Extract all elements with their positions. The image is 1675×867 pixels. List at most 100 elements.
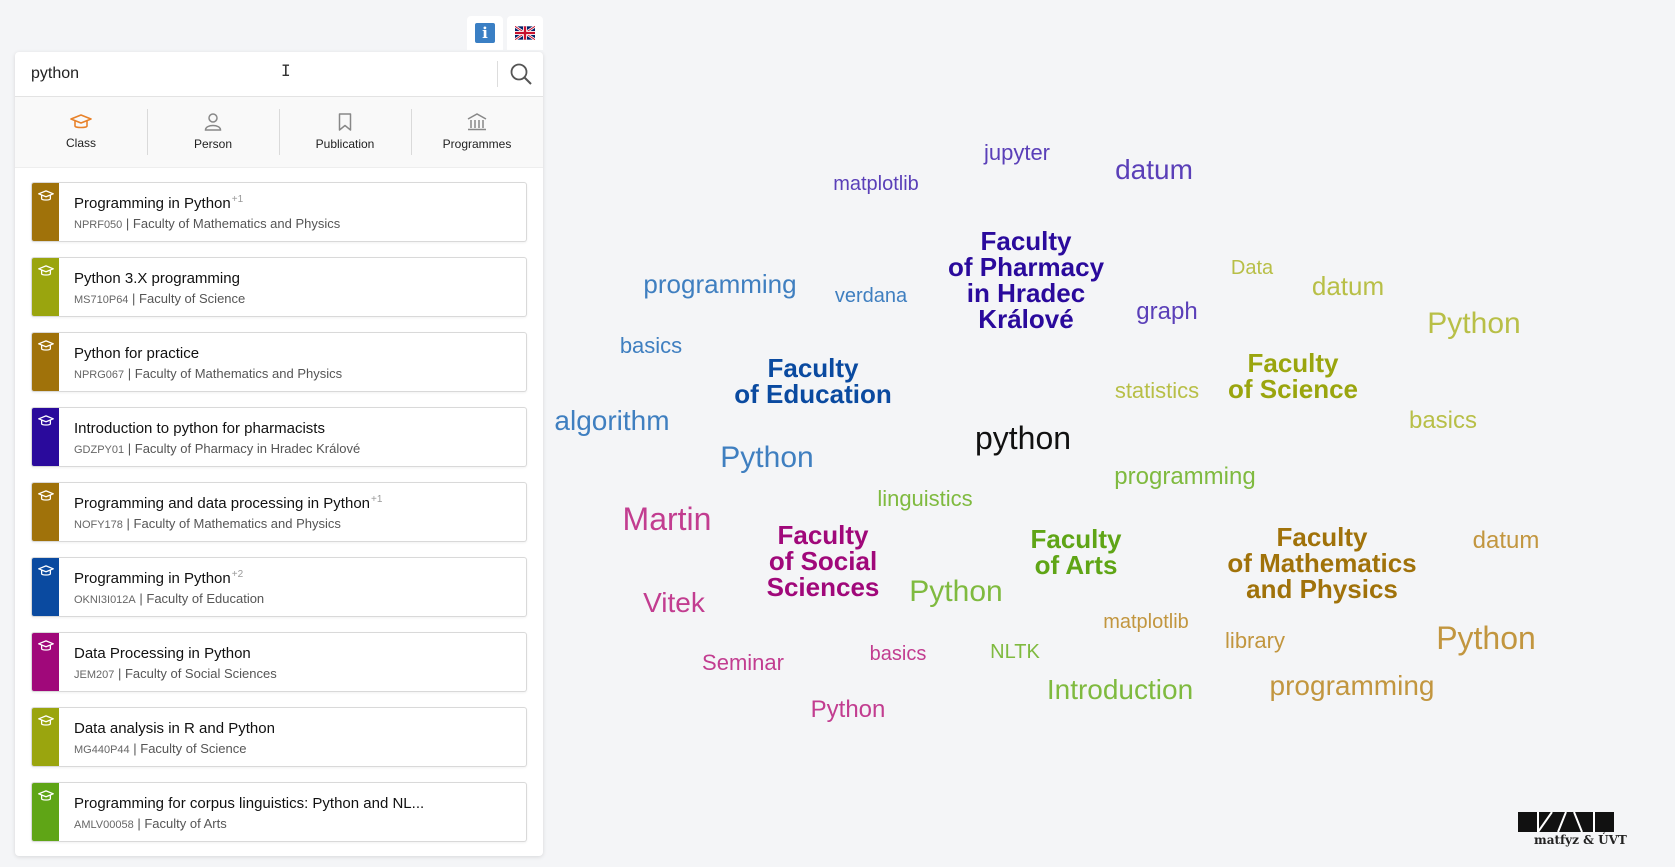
result-faculty: Faculty of Pharmacy in Hradec Králové [134,441,361,456]
result-title: Python 3.X programming [74,270,240,287]
result-separator: | [122,216,133,231]
search-input[interactable] [15,52,495,96]
result-title-line: Data analysis in R and Python [74,719,276,737]
result-faculty: Faculty of Education [146,591,265,606]
graduation-cap-icon [37,190,54,201]
info-button[interactable]: i [467,16,503,50]
result-title: Programming in Python [74,570,231,587]
word-cloud-faculty[interactable]: Faculty of Science [1228,350,1358,402]
language-button[interactable] [507,16,543,50]
result-card[interactable]: Python 3.X programming MS710P64 | Faculty… [31,257,527,317]
graduation-cap-icon [37,340,54,351]
word-cloud-faculty-line: Faculty [777,520,869,550]
word-cloud-term[interactable]: Python [909,575,1003,608]
result-subtitle: MG440P44 | Faculty of Science [74,741,276,756]
word-cloud-term[interactable]: basics [869,643,927,665]
word-cloud-term[interactable]: basics [1408,407,1478,434]
search-panel: I Class Person P [15,52,543,856]
word-cloud-term[interactable]: graph [1136,298,1198,325]
result-body: Data analysis in R and Python MG440P44 | … [59,708,276,766]
word-cloud-term[interactable]: algorithm [554,405,670,436]
word-cloud-term[interactable]: basics [619,333,683,358]
result-card[interactable]: Programming for corpus linguistics: Pyth… [31,782,527,842]
result-subtitle: AMLV00058 | Faculty of Arts [74,816,425,831]
word-cloud-term[interactable]: datum [1311,271,1385,301]
result-code: GDZPY01 [74,444,125,456]
tab-publication-label: Publication [315,137,375,151]
word-cloud-term[interactable]: linguistics [877,486,973,511]
word-cloud-term[interactable]: python [974,420,1072,456]
result-code: NPRG067 [74,369,125,381]
result-faculty: Faculty of Arts [144,816,227,831]
word-cloud-term[interactable]: statistics [1114,378,1200,403]
word-cloud-term[interactable]: Introduction [1046,674,1194,705]
graduation-cap-icon [37,640,54,651]
word-cloud-term[interactable]: Python [1427,307,1521,340]
result-card[interactable]: Programming and data processing in Pytho… [31,482,527,542]
result-body: Programming and data processing in Pytho… [59,483,382,541]
result-card[interactable]: Data Processing in Python JEM207 | Facult… [31,632,527,692]
search-button[interactable] [505,58,537,90]
word-cloud-term[interactable]: matplotlib [1103,611,1189,633]
word-cloud-term[interactable]: Python [720,441,814,474]
results-list: Programming in Python+1 NPRF050 | Faculty… [15,168,543,842]
result-title-line: Programming and data processing in Pytho… [74,494,382,512]
result-separator: | [114,666,125,681]
result-separator: | [128,291,140,306]
result-subtitle: MS710P64 | Faculty of Science [74,291,245,306]
tab-class-label: Class [65,136,96,150]
word-cloud-faculty[interactable]: Faculty of Social Sciences [767,522,880,600]
result-code: JEM207 [74,669,115,681]
faculty-color-stripe [32,183,59,241]
word-cloud-term[interactable]: Data [1230,257,1274,279]
result-card[interactable]: Introduction to python for pharmacists GD… [31,407,527,467]
search-icon [510,63,532,85]
result-body: Programming for corpus linguistics: Pyth… [59,783,425,841]
word-cloud-faculty[interactable]: Faculty of Education [734,355,891,407]
faculty-color-stripe [32,708,59,766]
result-separator: | [122,516,134,531]
word-cloud-term[interactable]: Seminar [702,650,784,675]
word-cloud-faculty-line: of Education [734,379,892,409]
result-count-badge: +2 [231,569,244,580]
faculty-color-stripe [32,333,59,391]
tab-class[interactable]: Class [15,97,147,167]
result-faculty: Faculty of Science [139,291,246,306]
result-card[interactable]: Programming in Python+1 NPRF050 | Faculty… [31,182,527,242]
word-cloud-term[interactable]: programming [1269,670,1435,701]
word-cloud-term[interactable]: Python [810,696,886,723]
word-cloud-term[interactable]: Martin [622,501,712,537]
tab-programmes[interactable]: Programmes [411,97,543,167]
result-faculty: Faculty of Mathematics and Physics [133,516,341,531]
word-cloud-term[interactable]: library [1225,628,1285,653]
result-card[interactable]: Programming in Python+2 OKNI3I012A | Facu… [31,557,527,617]
result-body: Introduction to python for pharmacists GD… [59,408,360,466]
word-cloud-term[interactable]: programming [1114,463,1256,490]
word-cloud-term[interactable]: programming [643,269,797,299]
result-card[interactable]: Python for practice NPRG067 | Faculty of … [31,332,527,392]
tab-person[interactable]: Person [147,97,279,167]
result-title-line: Data Processing in Python [74,644,277,662]
word-cloud-term[interactable]: Vitek [643,587,705,618]
info-icon: i [475,23,495,43]
word-cloud-term[interactable]: verdana [834,285,908,307]
word-cloud-term[interactable]: Python [1436,620,1536,656]
graduation-cap-icon [37,715,54,726]
word-cloud-term[interactable]: jupyter [983,140,1051,165]
result-title-line: Python for practice [74,344,342,362]
word-cloud-term[interactable]: NLTK [990,641,1040,663]
tab-publication[interactable]: Publication [279,97,411,167]
word-cloud-faculty[interactable]: Faculty of Mathematics and Physics [1227,524,1416,602]
word-cloud-faculty[interactable]: Faculty of Arts [1030,526,1121,578]
word-cloud-term[interactable]: matplotlib [833,173,919,195]
result-card[interactable]: Data analysis in R and Python MG440P44 | … [31,707,527,767]
word-cloud-term[interactable]: datum [1115,154,1193,185]
result-subtitle: OKNI3I012A | Faculty of Education [74,591,264,606]
word-cloud-term[interactable]: datum [1472,527,1540,554]
result-faculty: Faculty of Social Sciences [124,666,277,681]
word-cloud-faculty[interactable]: Faculty of Pharmacy in Hradec Králové [948,228,1104,332]
result-separator: | [133,816,145,831]
uk-flag-icon [515,26,535,40]
word-cloud-faculty-line: of Science [1227,374,1359,404]
result-title: Introduction to python for pharmacists [74,420,325,437]
